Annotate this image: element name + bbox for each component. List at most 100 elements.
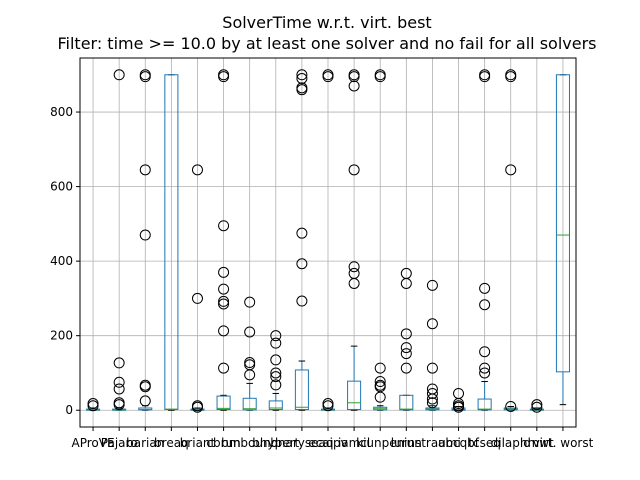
outlier-point (139, 71, 151, 83)
outlier-point (348, 71, 360, 83)
outlier-point (400, 278, 412, 289)
outlier-point (191, 164, 203, 176)
x-tick-label: abcqbf (438, 436, 480, 450)
outlier-point (348, 278, 360, 289)
outlier-point (479, 71, 491, 83)
outlier-point (374, 376, 386, 388)
box-15 (451, 387, 466, 413)
outlier-point (400, 328, 412, 340)
box-16 (477, 69, 492, 411)
outlier-point (218, 283, 230, 295)
outlier-point (218, 298, 230, 310)
outlier-point (505, 164, 517, 176)
plot-frame (79, 57, 577, 428)
outlier-point (426, 397, 438, 409)
y-tick-label: 200 (50, 329, 73, 343)
y-axis-ticks: 0 200 400 600 800 (50, 105, 80, 417)
outlier-point (296, 258, 308, 270)
outlier-point (296, 84, 308, 96)
x-tick-label: virt. worst (533, 436, 594, 450)
outlier-point (296, 295, 308, 307)
outlier-point (244, 296, 256, 308)
outlier-point (426, 318, 438, 330)
box-body (555, 74, 570, 373)
outlier-point (505, 71, 517, 83)
outlier-point (218, 220, 230, 232)
x-tick-label: bnaryseaq (270, 436, 333, 450)
outlier-point (296, 73, 308, 84)
outlier-point (270, 379, 282, 391)
x-tick-label: dilapid (491, 436, 531, 450)
y-tick-label: 400 (50, 254, 73, 268)
outlier-point (113, 376, 125, 388)
outlier-point (531, 401, 543, 413)
box-4 (164, 74, 179, 411)
outlier-point (426, 279, 438, 291)
box-body (294, 369, 309, 410)
x-tick-label: kiunpen (356, 436, 404, 450)
outlier-point (244, 326, 256, 338)
chart-subtitle: Filter: time >= 10.0 by at least one sol… (57, 34, 596, 53)
outlier-point (479, 346, 491, 358)
outlier-point (426, 387, 438, 399)
box-2 (112, 69, 127, 411)
box-body (399, 394, 414, 411)
x-tick-label: briant (180, 436, 216, 450)
outlier-point (191, 292, 203, 304)
outlier-point (479, 282, 491, 294)
outlier-point (505, 401, 517, 412)
box-9 (294, 69, 309, 411)
y-tick-label: 600 (50, 180, 73, 194)
outlier-point (531, 399, 543, 411)
outlier-point (270, 330, 282, 342)
outlier-point (348, 164, 360, 176)
box-10 (320, 69, 336, 412)
outlier-point (322, 400, 334, 412)
box-body (347, 380, 362, 410)
box-5 (190, 164, 205, 413)
outlier-point (426, 393, 438, 405)
x-tick-label: ecaipv (308, 436, 347, 450)
outlier-point (270, 354, 282, 366)
outlier-point (139, 164, 151, 176)
outlier-point (244, 369, 256, 381)
grid-lines (80, 58, 576, 427)
outlier-point (270, 367, 282, 379)
outlier-point (191, 401, 203, 413)
outlier-point (400, 342, 412, 354)
outlier-point (87, 398, 99, 410)
y-tick-label: 800 (50, 105, 73, 119)
x-tick-label: bhypert (252, 436, 299, 450)
x-tick-label: instraumi (404, 436, 461, 450)
box-body (216, 395, 231, 410)
outlier-point (479, 367, 491, 379)
outlier-point (139, 229, 151, 241)
box-18 (529, 399, 544, 413)
y-tick-label: 0 (65, 403, 73, 417)
outlier-point (218, 362, 230, 374)
box-13 (399, 267, 414, 411)
x-tick-label: tcseq (468, 436, 501, 450)
outlier-point (348, 80, 360, 92)
outlier-point (218, 325, 230, 337)
outlier-point (479, 362, 491, 374)
x-tick-label: cbrun (206, 436, 240, 450)
box-body (477, 398, 492, 411)
outlier-point (426, 362, 438, 374)
outlier-point (270, 337, 282, 349)
outlier-point (113, 357, 125, 369)
boxes (86, 69, 570, 413)
box-6 (216, 69, 231, 411)
outlier-point (374, 391, 386, 403)
outlier-point (113, 399, 125, 411)
box-1 (86, 398, 101, 412)
x-tick-label: lurun (391, 436, 422, 450)
outlier-point (453, 401, 465, 413)
box-body (242, 397, 257, 411)
x-tick-label: iamcl (338, 436, 370, 450)
box-11 (347, 69, 362, 411)
outlier-point (374, 71, 386, 83)
box-17 (503, 69, 518, 412)
